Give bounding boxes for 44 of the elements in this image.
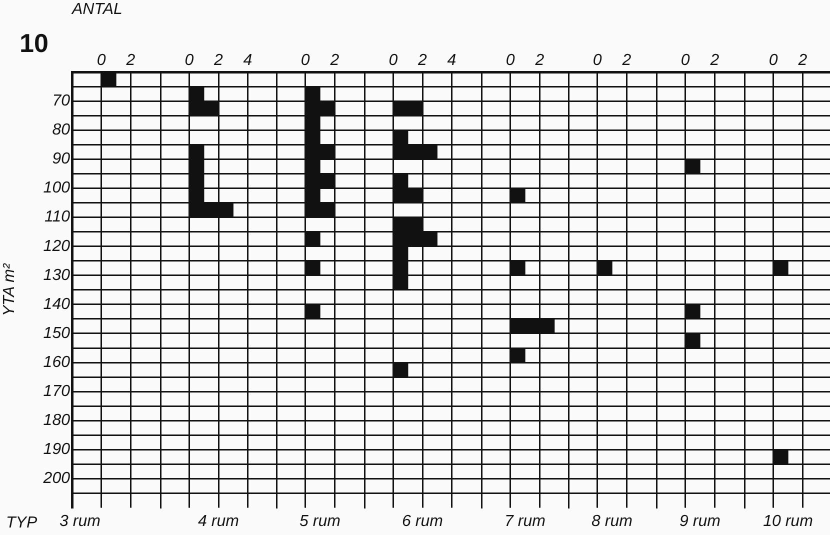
x-tick-label: 0 — [184, 52, 194, 69]
text: 3 rum — [60, 512, 100, 530]
x-tick-label: 2 — [330, 52, 340, 69]
x-tick-label: 0 — [768, 52, 778, 69]
y-axis-title: YTA m² — [1, 263, 18, 316]
y-tick-label: 100 — [43, 180, 70, 197]
y-tick-label: 70 — [52, 92, 70, 110]
text: 7 rum — [504, 512, 546, 530]
x-tick-label: 0 — [96, 52, 106, 69]
x-tick-label: 0 — [506, 52, 515, 69]
y-tick-label: 150 — [43, 324, 70, 342]
text: 9 rum — [680, 512, 720, 530]
text: 8 rum — [592, 512, 633, 530]
x-tick-label: 0 — [593, 52, 602, 69]
text: 5 rum — [300, 512, 341, 530]
y-tick-label: 180 — [43, 412, 70, 430]
text: 10 — [20, 28, 48, 58]
x-tick-label: 2 — [796, 52, 807, 69]
y-tick-label: 80 — [52, 122, 70, 139]
text: 6 rum — [402, 512, 443, 530]
y-tick-label: 160 — [43, 354, 70, 371]
text: TYP — [6, 514, 38, 532]
x-tick-label: 2 — [212, 52, 223, 69]
x-axis-title: ANTAL — [71, 1, 122, 18]
y-tick-label: 140 — [43, 296, 70, 313]
x-tick-label: 2 — [417, 52, 428, 69]
x-tick-label: 0 — [301, 52, 310, 69]
x-tick-label: 4 — [242, 52, 252, 69]
x-tick-label: 0 — [388, 52, 398, 69]
y-tick-label: 170 — [43, 383, 70, 400]
y-tick-label: 90 — [52, 150, 70, 168]
x-tick-label: 2 — [622, 52, 632, 69]
x-tick-label: 0 — [680, 52, 690, 69]
y-tick-label: 110 — [44, 208, 70, 226]
x-tick-label: 2 — [125, 52, 136, 69]
text: 10 rum — [762, 512, 812, 530]
y-tick-label: 200 — [42, 470, 70, 488]
text: 4 rum — [198, 512, 239, 530]
x-tick-label: 2 — [534, 52, 544, 69]
y-tick-label: 190 — [43, 441, 70, 458]
x-tick-label: 2 — [709, 52, 720, 69]
y-tick-label: 120 — [43, 238, 70, 255]
y-tick-label: 130 — [43, 266, 70, 284]
x-tick-label: 4 — [447, 52, 456, 69]
